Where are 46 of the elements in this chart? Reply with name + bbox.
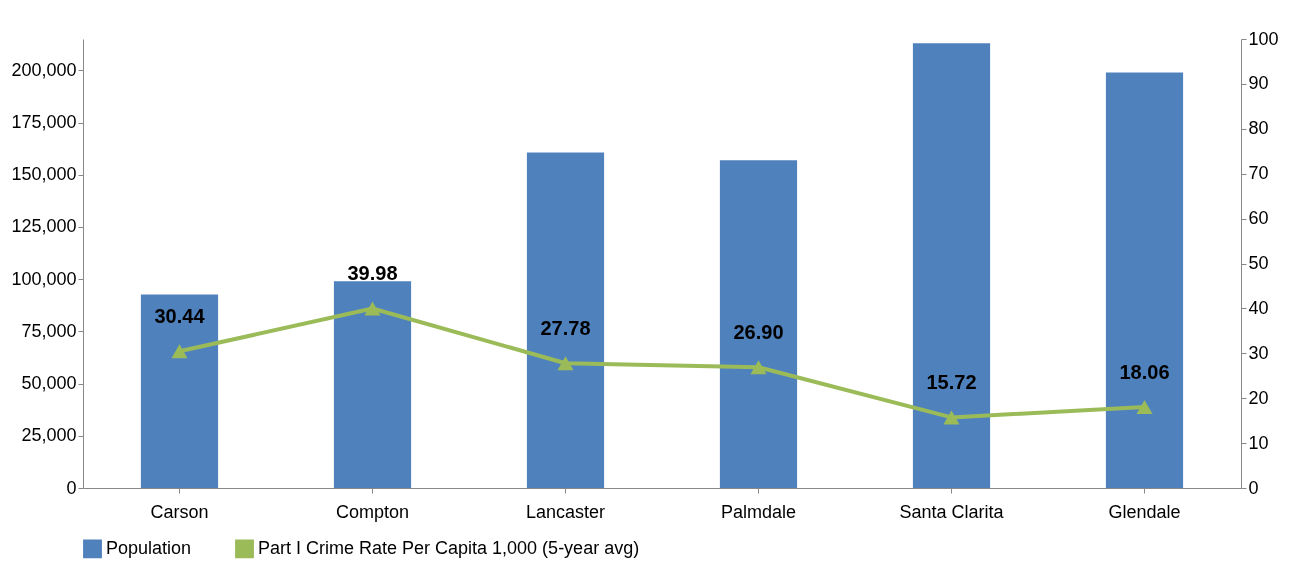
y-tick-label: 200,000 [11, 59, 77, 80]
data-label: 27.78 [540, 317, 591, 340]
x-tick-label: Santa Clarita [899, 501, 1005, 522]
x-tick-label: Carson [150, 501, 209, 522]
y2-tick-label: 40 [1248, 297, 1269, 318]
y2-tick-label: 50 [1248, 253, 1269, 273]
y2-tick-label: 10 [1248, 432, 1269, 453]
data-label: 30.44 [154, 305, 206, 328]
point [1136, 399, 1153, 414]
y-tick-label: 50,000 [21, 373, 77, 394]
legend-label: Part I Crime Rate Per Capita 1,000 (5-year avg) [258, 537, 640, 558]
x-tick-label: Compton [335, 501, 410, 522]
y2-tick-label: 60 [1248, 208, 1269, 229]
y-tick-label: 100,000 [11, 268, 77, 289]
y-tick-label: 25,000 [21, 425, 77, 446]
y2-tick-label: 20 [1248, 387, 1269, 408]
data-label: 26.90 [733, 321, 784, 344]
bar [333, 281, 412, 488]
bar [719, 160, 798, 488]
y2-tick-label: 100 [1248, 28, 1279, 49]
y-tick-label: 75,000 [21, 320, 77, 341]
point [750, 360, 767, 375]
bar [140, 294, 219, 488]
y2-tick-label: 30 [1248, 342, 1269, 363]
x-tick-label: Palmdale [720, 501, 797, 522]
point [364, 301, 381, 316]
y2-tick-label: 0 [1248, 477, 1259, 498]
bar [912, 43, 991, 488]
bar [1105, 72, 1184, 488]
bar [526, 152, 605, 488]
y-tick-label: 150,000 [11, 164, 77, 185]
y2-tick-label: 80 [1248, 118, 1269, 139]
y-tick-label: 175,000 [11, 112, 77, 133]
data-label: 39.98 [347, 262, 398, 285]
y2-tick-label: 90 [1248, 73, 1269, 94]
y2-tick-label: 70 [1248, 163, 1269, 184]
point [171, 344, 188, 359]
y-tick-label: 125,000 [11, 216, 77, 237]
data-label: 15.72 [926, 371, 977, 394]
data-label: 18.06 [1119, 360, 1170, 383]
legend-label: Population [106, 537, 192, 558]
y-tick-label: 0 [66, 477, 77, 498]
point [943, 410, 960, 425]
x-tick-label: Glendale [1108, 501, 1181, 522]
point [557, 356, 574, 371]
x-tick-label: Lancaster [525, 501, 606, 522]
